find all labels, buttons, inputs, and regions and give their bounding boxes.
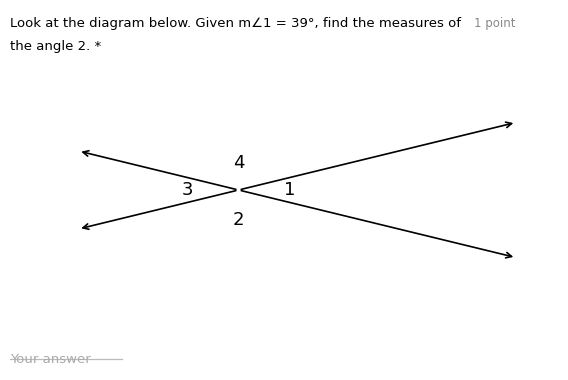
Text: 4: 4 bbox=[233, 154, 244, 173]
Text: Look at the diagram below. Given m∠1 = 39°, find the measures of: Look at the diagram below. Given m∠1 = 3… bbox=[10, 17, 461, 30]
Text: the angle 2. *: the angle 2. * bbox=[10, 40, 102, 53]
Text: 2: 2 bbox=[233, 211, 244, 230]
Text: 3: 3 bbox=[182, 181, 193, 199]
Text: 1 point: 1 point bbox=[474, 17, 516, 30]
Text: 1: 1 bbox=[284, 181, 295, 199]
Text: Your answer: Your answer bbox=[10, 353, 91, 366]
